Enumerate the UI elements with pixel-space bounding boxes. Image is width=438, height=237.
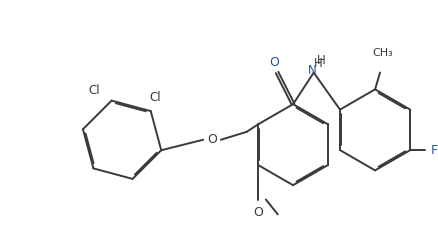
Text: Cl: Cl — [150, 91, 162, 104]
Text: N: N — [308, 64, 317, 77]
Text: H: H — [317, 54, 326, 67]
Text: Cl: Cl — [88, 84, 99, 97]
Text: H: H — [314, 57, 323, 70]
Text: CH₃: CH₃ — [373, 48, 393, 58]
Text: O: O — [253, 206, 263, 219]
Text: O: O — [269, 56, 279, 69]
Text: F: F — [431, 144, 438, 157]
Text: O: O — [207, 133, 217, 146]
